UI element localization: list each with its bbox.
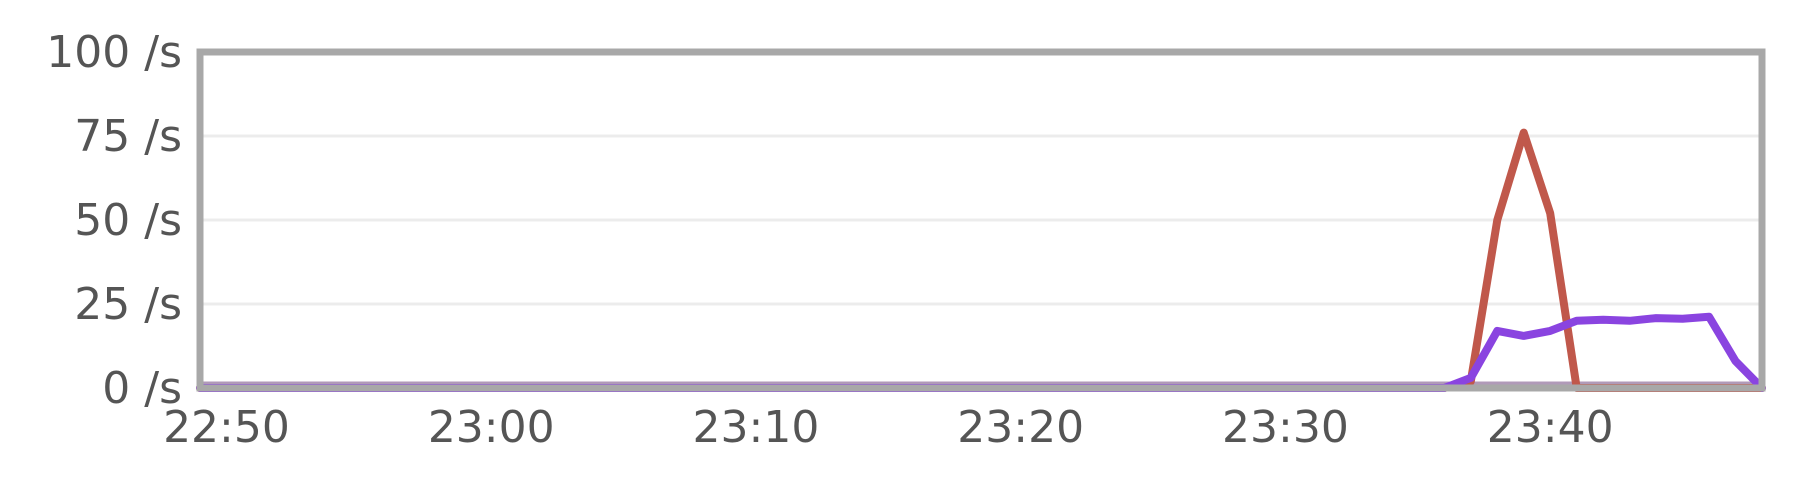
x-tick-label: 23:00 [428, 402, 555, 453]
x-tick-labels: 22:50 23:00 23:10 23:20 23:30 23:40 [163, 402, 1614, 453]
series-lines [200, 133, 1762, 388]
y-tick-label: 100 /s [46, 27, 182, 78]
x-tick-label: 22:50 [163, 402, 290, 453]
y-tick-label: 50 /s [74, 195, 182, 246]
series-line-1 [200, 133, 1762, 388]
x-tick-label: 23:40 [1487, 402, 1614, 453]
x-tick-label: 23:30 [1222, 402, 1349, 453]
y-tick-label: 25 /s [74, 279, 182, 330]
y-tick-label: 75 /s [74, 111, 182, 162]
gridlines [200, 136, 1762, 304]
series-line-2 [200, 317, 1762, 388]
x-tick-label: 23:20 [957, 402, 1084, 453]
x-tick-label: 23:10 [693, 402, 820, 453]
